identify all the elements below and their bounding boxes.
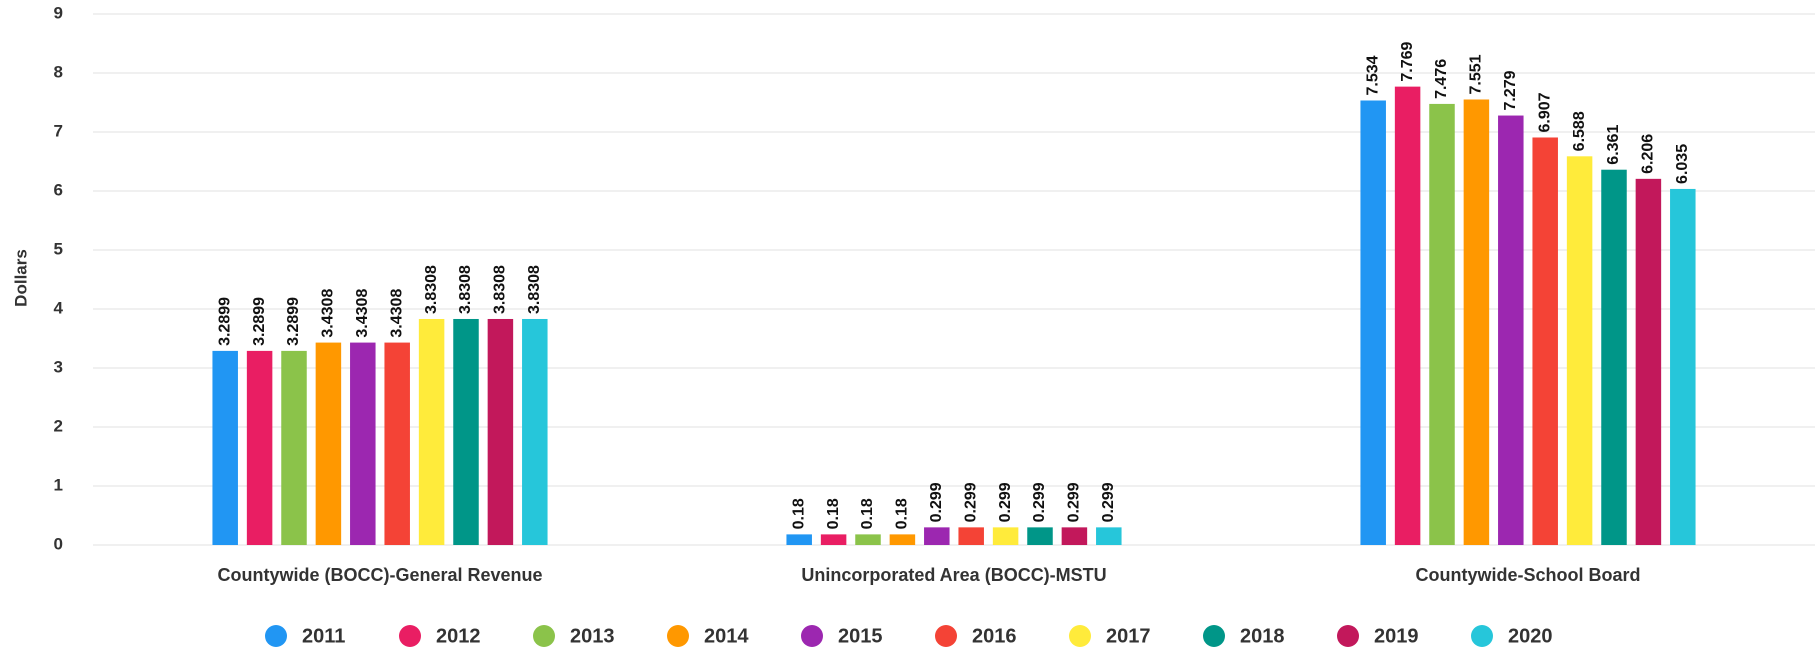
y-tick-label: 7 bbox=[54, 121, 63, 140]
value-label: 3.4308 bbox=[320, 289, 337, 338]
bar bbox=[1532, 137, 1558, 545]
legend-swatch bbox=[667, 625, 689, 647]
bar bbox=[487, 318, 514, 545]
bar bbox=[1498, 115, 1524, 545]
legend-label: 2018 bbox=[1240, 625, 1285, 647]
legend-swatch bbox=[533, 625, 555, 647]
value-label: 3.8308 bbox=[526, 265, 543, 314]
bar bbox=[315, 342, 342, 545]
bar bbox=[384, 342, 410, 545]
bar bbox=[1061, 527, 1088, 545]
x-tick-label: Countywide (BOCC)-General Revenue bbox=[217, 565, 542, 585]
value-label: 0.299 bbox=[1100, 482, 1117, 522]
legend-label: 2020 bbox=[1508, 625, 1553, 647]
value-label: 6.361 bbox=[1605, 125, 1622, 165]
y-tick-label: 6 bbox=[54, 180, 63, 199]
value-label: 3.8308 bbox=[492, 265, 509, 314]
legend-swatch bbox=[801, 625, 823, 647]
y-tick-label: 3 bbox=[54, 357, 63, 376]
bar bbox=[1670, 188, 1696, 545]
value-label: 3.8308 bbox=[423, 265, 440, 314]
value-label: 0.18 bbox=[790, 498, 807, 529]
bar bbox=[281, 350, 307, 545]
bar bbox=[958, 527, 984, 545]
bar bbox=[1566, 156, 1593, 546]
bar bbox=[453, 318, 479, 545]
legend-label: 2012 bbox=[436, 625, 481, 647]
value-label: 0.299 bbox=[997, 482, 1014, 522]
value-label: 0.299 bbox=[1066, 482, 1083, 522]
legend-swatch bbox=[265, 625, 287, 647]
value-label: 0.18 bbox=[859, 498, 876, 529]
x-tick-label: Unincorporated Area (BOCC)-MSTU bbox=[801, 565, 1106, 585]
y-tick-label: 0 bbox=[54, 534, 63, 553]
legend-label: 2019 bbox=[1374, 625, 1419, 647]
value-label: 0.18 bbox=[825, 498, 842, 529]
x-tick-label: Countywide-School Board bbox=[1416, 565, 1641, 585]
bar bbox=[1360, 100, 1386, 545]
value-label: 7.279 bbox=[1502, 70, 1519, 110]
legend-label: 2017 bbox=[1106, 625, 1151, 647]
legend-label: 2014 bbox=[704, 625, 749, 647]
y-tick-label: 2 bbox=[54, 416, 63, 435]
legend-label: 2016 bbox=[972, 625, 1017, 647]
value-label: 6.035 bbox=[1674, 144, 1691, 184]
legend-swatch bbox=[1337, 625, 1359, 647]
bar bbox=[924, 527, 950, 545]
y-tick-label: 5 bbox=[54, 239, 63, 258]
legend-swatch bbox=[935, 625, 957, 647]
bar bbox=[820, 534, 847, 545]
bar bbox=[1027, 527, 1053, 545]
bar bbox=[1429, 103, 1455, 545]
bar bbox=[350, 342, 376, 545]
legend-swatch bbox=[399, 625, 421, 647]
bar bbox=[786, 534, 812, 545]
legend-swatch bbox=[1203, 625, 1225, 647]
value-label: 6.206 bbox=[1640, 134, 1657, 174]
legend-label: 2015 bbox=[838, 625, 883, 647]
bar bbox=[522, 318, 548, 545]
y-axis-label: Dollars bbox=[11, 249, 30, 307]
bar bbox=[418, 318, 445, 545]
value-label: 3.8308 bbox=[457, 265, 474, 314]
value-label: 0.299 bbox=[962, 482, 979, 522]
bar bbox=[1635, 178, 1662, 545]
y-tick-label: 4 bbox=[54, 298, 64, 317]
bar bbox=[1394, 86, 1421, 545]
value-label: 7.769 bbox=[1399, 41, 1416, 81]
value-label: 7.551 bbox=[1468, 54, 1485, 94]
bar bbox=[1601, 169, 1627, 546]
value-label: 3.2899 bbox=[216, 297, 233, 346]
value-label: 7.476 bbox=[1433, 59, 1450, 99]
value-label: 6.907 bbox=[1536, 92, 1553, 132]
legend-label: 2011 bbox=[302, 625, 345, 647]
legend-swatch bbox=[1471, 625, 1493, 647]
y-tick-label: 1 bbox=[54, 475, 63, 494]
legend-swatch bbox=[1069, 625, 1091, 647]
legend-label: 2013 bbox=[570, 625, 615, 647]
value-label: 3.2899 bbox=[285, 297, 302, 346]
bar bbox=[992, 527, 1019, 545]
value-label: 3.4308 bbox=[388, 289, 405, 338]
bar bbox=[212, 350, 238, 545]
value-label: 3.2899 bbox=[251, 297, 268, 346]
y-tick-label: 8 bbox=[54, 62, 63, 81]
value-label: 7.534 bbox=[1364, 55, 1381, 95]
value-label: 0.299 bbox=[1031, 482, 1048, 522]
bar bbox=[246, 350, 273, 545]
value-label: 3.4308 bbox=[354, 289, 371, 338]
bar bbox=[855, 534, 881, 545]
value-label: 6.588 bbox=[1571, 111, 1588, 151]
value-label: 0.299 bbox=[928, 482, 945, 522]
value-label: 0.18 bbox=[894, 498, 911, 529]
bar bbox=[889, 534, 916, 545]
bar bbox=[1463, 99, 1490, 545]
y-tick-label: 9 bbox=[54, 3, 63, 22]
bar bbox=[1096, 527, 1122, 545]
